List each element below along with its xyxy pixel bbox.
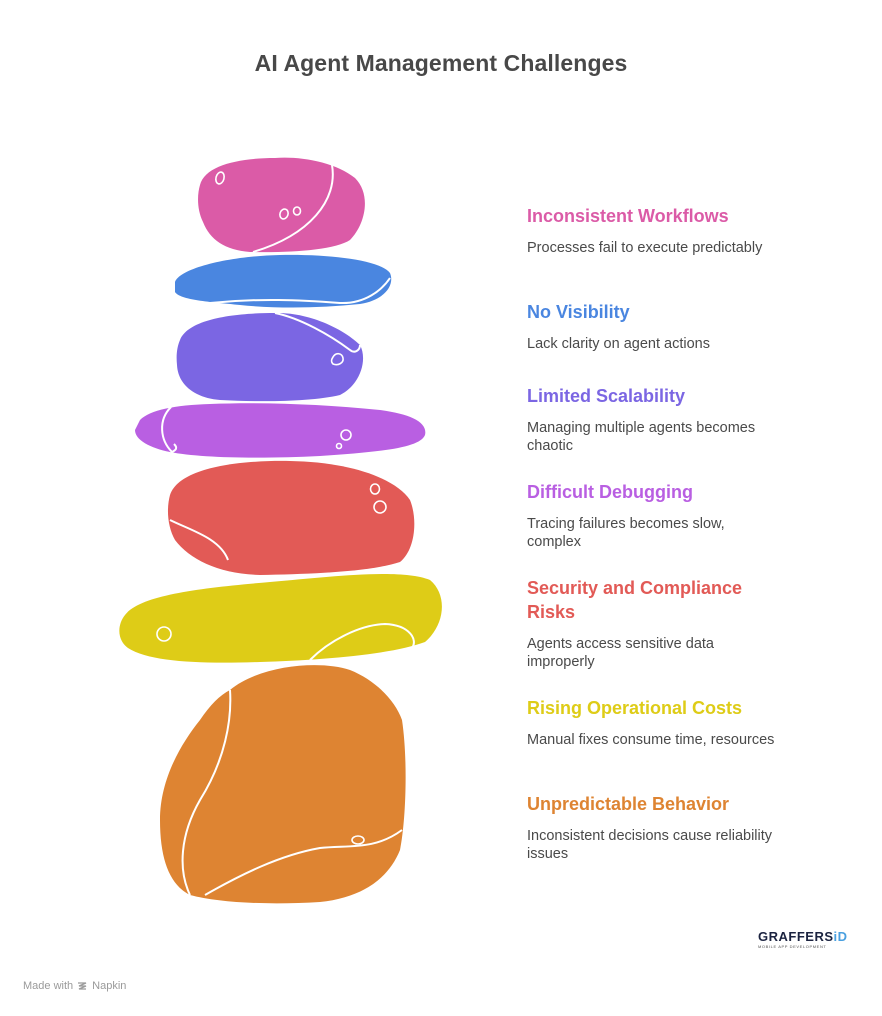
item-title: Security and Compliance Risks [527, 578, 743, 622]
item-description: Manual fixes consume time, resources [527, 732, 775, 748]
napkin-attribution: Made with Napkin [23, 980, 126, 992]
napkin-brand: Napkin [92, 980, 127, 992]
logo-text: GRAFFERS [758, 929, 834, 944]
item-no-visibility: No Visibility Lack clarity on agent acti… [527, 300, 777, 353]
item-limited-scalability: Limited Scalability Managing multiple ag… [527, 384, 777, 455]
item-description: Agents access sensitive data improperly [527, 636, 714, 670]
item-difficult-debugging: Difficult Debugging Tracing failures bec… [527, 480, 777, 551]
made-with-label: Made with [23, 980, 74, 992]
stone-security-compliance [167, 460, 415, 575]
stone-no-visibility [175, 254, 392, 308]
item-description: Lack clarity on agent actions [527, 336, 710, 352]
graffersid-logo: GRAFFERSiD MOBILE APP DEVELOPMENT [758, 929, 848, 953]
stone-inconsistent-workflows [198, 157, 365, 253]
stone-difficult-debugging [135, 403, 426, 458]
item-description: Tracing failures becomes slow, complex [527, 516, 725, 550]
item-inconsistent-workflows: Inconsistent Workflows Processes fail to… [527, 204, 777, 257]
item-description: Managing multiple agents becomes chaotic [527, 420, 756, 454]
stone-unpredictable-behavior [160, 665, 406, 904]
stone-rising-costs [119, 574, 442, 663]
item-title: Rising Operational Costs [527, 698, 743, 718]
item-description: Processes fail to execute predictably [527, 240, 763, 256]
item-title: No Visibility [527, 302, 630, 322]
item-title: Limited Scalability [527, 386, 686, 406]
stone-limited-scalability [176, 312, 364, 402]
item-security-compliance: Security and Compliance Risks Agents acc… [527, 576, 777, 671]
item-description: Inconsistent decisions cause reliability… [527, 828, 773, 862]
item-title: Inconsistent Workflows [527, 206, 729, 226]
item-unpredictable-behavior: Unpredictable Behavior Inconsistent deci… [527, 792, 777, 863]
napkin-icon [78, 981, 87, 990]
logo-tagline: MOBILE APP DEVELOPMENT [758, 944, 827, 949]
logo-id: iD [833, 929, 848, 944]
item-title: Difficult Debugging [527, 482, 693, 502]
item-rising-costs: Rising Operational Costs Manual fixes co… [527, 696, 777, 749]
item-title: Unpredictable Behavior [527, 794, 730, 814]
diagram-title: AI Agent Management Challenges [254, 50, 628, 76]
